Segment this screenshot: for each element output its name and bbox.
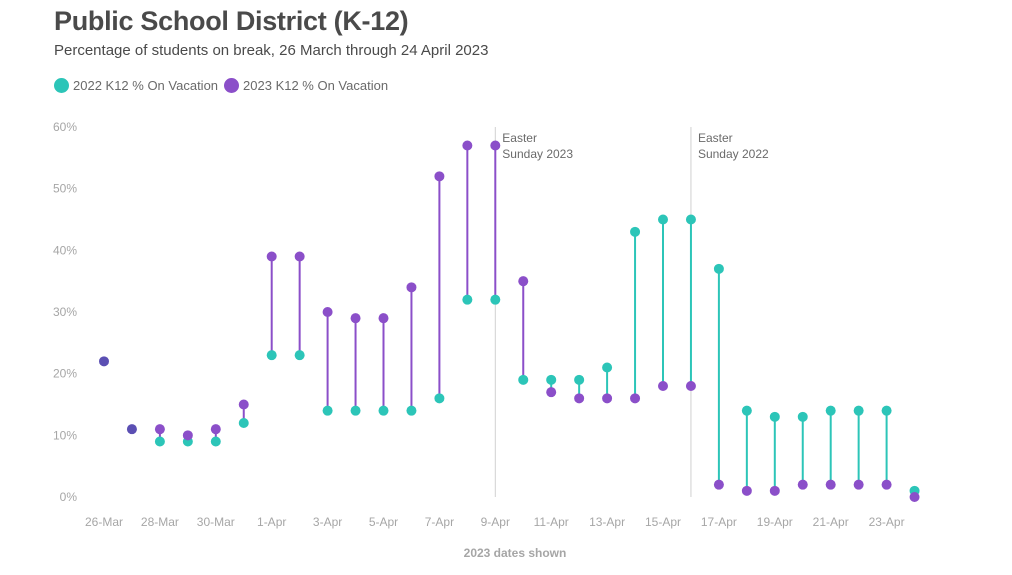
point-2023 [462, 140, 473, 151]
x-tick-label: 30-Mar [197, 515, 235, 529]
point-2022 [350, 405, 361, 416]
point-2023 [741, 485, 752, 496]
point-2022 [378, 405, 389, 416]
point-2023 [881, 479, 892, 490]
point-2023 [909, 492, 920, 502]
x-tick-label: 7-Apr [425, 515, 454, 529]
point-2023 [685, 381, 696, 391]
y-tick-label: 0% [60, 490, 78, 504]
x-axis-title: 2023 dates shown [463, 546, 567, 560]
point-2023 [490, 140, 501, 151]
point-2023 [294, 251, 305, 262]
annotation-label: Sunday 2023 [502, 147, 573, 161]
point-2022 [518, 374, 529, 385]
point-2022 [490, 294, 501, 305]
point-2022 [238, 418, 249, 428]
point-2022 [825, 405, 836, 416]
point-overlap [126, 424, 137, 435]
x-tick-label: 9-Apr [481, 515, 510, 529]
x-tick-label: 21-Apr [813, 515, 849, 529]
legend-label-2023: 2023 K12 % On Vacation [243, 78, 389, 93]
point-2022 [881, 405, 892, 416]
point-2022 [406, 405, 417, 416]
point-2023 [154, 424, 165, 435]
point-2023 [574, 393, 585, 404]
point-2023 [238, 399, 249, 410]
point-2023 [769, 485, 780, 496]
point-overlap [99, 356, 109, 367]
point-2022 [685, 214, 696, 225]
point-2023 [797, 479, 808, 490]
point-2022 [741, 405, 752, 416]
point-2023 [630, 393, 641, 404]
legend-label-2022: 2022 K12 % On Vacation [73, 78, 219, 93]
point-2022 [658, 214, 668, 225]
point-2022 [853, 405, 864, 416]
y-tick-label: 50% [53, 182, 77, 196]
point-2023 [406, 282, 417, 293]
y-tick-label: 60% [53, 120, 77, 134]
point-2022 [154, 436, 165, 447]
point-2023 [266, 251, 277, 262]
point-2022 [322, 405, 333, 416]
point-2022 [769, 411, 780, 422]
point-2023 [322, 307, 333, 317]
chart-legend: 2022 K12 % On Vacation 2023 K12 % On Vac… [54, 78, 394, 93]
point-2022 [797, 411, 808, 422]
legend-item-2023: 2023 K12 % On Vacation [224, 78, 388, 93]
point-2023 [546, 387, 557, 398]
y-tick-label: 40% [53, 243, 77, 257]
chart-title: Public School District (K-12) [54, 6, 409, 36]
point-2022 [574, 374, 585, 385]
x-tick-label: 11-Apr [534, 515, 569, 529]
annotation-label: Sunday 2022 [698, 147, 769, 161]
point-2022 [294, 350, 305, 361]
x-tick-label: 23-Apr [869, 515, 905, 529]
legend-swatch-2022 [54, 78, 69, 93]
x-tick-label: 5-Apr [369, 515, 398, 529]
x-tick-label: 3-Apr [313, 515, 342, 529]
chart-subtitle: Percentage of students on break, 26 Marc… [54, 42, 489, 59]
point-2023 [713, 479, 724, 490]
y-tick-label: 20% [53, 367, 77, 381]
x-tick-label: 15-Apr [645, 515, 681, 529]
x-tick-label: 13-Apr [589, 515, 625, 529]
point-2022 [266, 350, 277, 361]
y-tick-label: 30% [53, 305, 77, 319]
x-tick-label: 26-Mar [85, 515, 123, 529]
annotation-label: Easter [698, 131, 733, 145]
legend-item-2022: 2022 K12 % On Vacation [54, 78, 218, 93]
point-2022 [630, 226, 641, 237]
point-2023 [658, 381, 668, 391]
point-2023 [182, 430, 193, 441]
point-2022 [462, 294, 473, 305]
point-2023 [350, 313, 361, 324]
point-2023 [853, 479, 864, 490]
legend-swatch-2023 [224, 78, 240, 93]
x-tick-label: 19-Apr [757, 515, 793, 529]
point-2022 [546, 374, 557, 385]
y-tick-label: 10% [53, 428, 77, 442]
point-2022 [713, 263, 724, 274]
point-2023 [210, 424, 221, 435]
point-2023 [378, 313, 389, 324]
point-2022 [210, 436, 221, 447]
point-2022 [434, 393, 445, 404]
x-tick-label: 28-Mar [141, 515, 179, 529]
point-2023 [434, 171, 445, 182]
x-tick-label: 1-Apr [257, 515, 286, 529]
point-2023 [602, 393, 613, 404]
point-2023 [518, 276, 529, 287]
point-2023 [825, 479, 836, 490]
x-tick-label: 17-Apr [701, 515, 737, 529]
point-2022 [602, 362, 613, 373]
annotation-label: Easter [502, 131, 537, 145]
